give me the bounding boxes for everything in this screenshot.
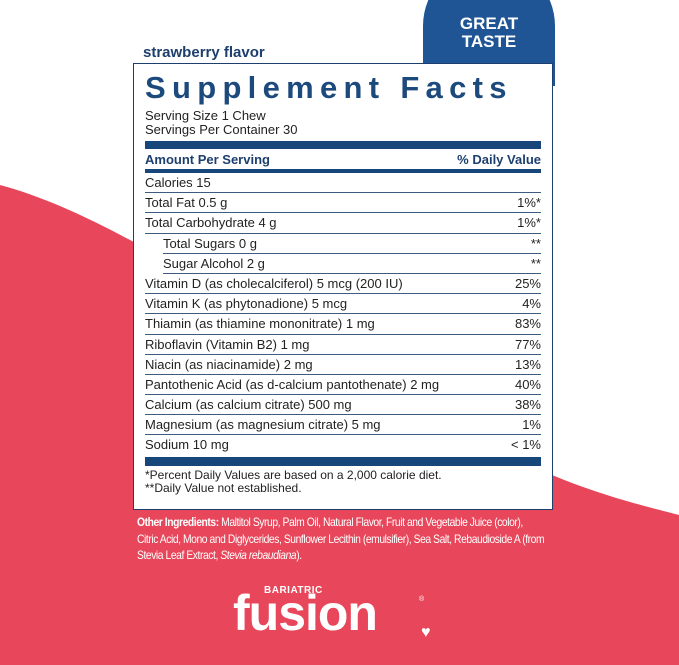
daily-value: 1%* — [517, 215, 541, 231]
nutrient-name: Calcium (as calcium citrate) 500 mg — [145, 397, 352, 413]
nutrient-name: Vitamin K (as phytonadione) 5 mcg — [145, 296, 348, 312]
nutrient-name: Total Sugars 0 g — [163, 235, 257, 251]
daily-value: 77% — [514, 336, 541, 352]
ingredients-italic: Stevia rebaudiana — [220, 548, 297, 562]
nutrient-name: Vitamin D (as cholecalciferol) 5 mcg (20… — [145, 275, 403, 291]
badge-line1: GREAT — [459, 14, 519, 33]
registered-mark: ® — [419, 596, 425, 603]
divider — [145, 141, 541, 149]
facts-row: Magnesium (as magnesium citrate) 5 mg 1% — [145, 415, 541, 436]
facts-row: Calcium (as calcium citrate) 500 mg 38% — [145, 395, 541, 416]
facts-row: Pantothenic Acid (as d-calcium pantothen… — [145, 375, 541, 396]
ingredients-end: ). — [296, 548, 302, 562]
ingredients-text: Maltitol Syrup, Palm Oil, Natural Flavor… — [137, 515, 545, 562]
facts-row: Sugar Alcohol 2 g ** — [163, 254, 541, 274]
nutrient-name: Total Carbohydrate 4 g — [145, 215, 277, 231]
facts-row: Niacin (as niacinamide) 2 mg 13% — [145, 355, 541, 375]
nutrient-name: Niacin (as niacinamide) 2 mg — [145, 356, 313, 372]
nutrient-name: Thiamin (as thiamine mononitrate) 1 mg — [145, 316, 375, 332]
heart-icon: ♥ — [421, 624, 431, 641]
nutrient-name: Calories 15 — [145, 175, 211, 190]
facts-row: Riboflavin (Vitamin B2) 1 mg 77% — [145, 335, 541, 355]
header-amount: Amount Per Serving — [145, 152, 270, 167]
logo-big-text: fusion — [233, 585, 378, 641]
daily-value: 83% — [514, 316, 541, 332]
serving-size: Serving Size 1 Chew — [145, 108, 266, 123]
daily-value: ** — [530, 255, 541, 271]
facts-rows: Calories 15 Total Fat 0.5 g 1%* Total Carbo… — [145, 173, 541, 456]
bariatric-fusion-logo: BARIATRIC fusion ® ♥ — [233, 584, 431, 641]
facts-row: Sodium 10 mg < 1% — [145, 435, 541, 455]
daily-value: < 1% — [511, 437, 541, 453]
nutrient-name: Sugar Alcohol 2 g — [163, 255, 265, 271]
daily-value: ** — [530, 235, 541, 251]
facts-row: Calories 15 — [145, 173, 541, 194]
facts-row: Vitamin K (as phytonadione) 5 mcg 4% — [145, 294, 541, 315]
facts-row: Thiamin (as thiamine mononitrate) 1 mg 83… — [145, 314, 541, 335]
daily-value: 25% — [514, 275, 541, 291]
facts-row: Vitamin D (as cholecalciferol) 5 mcg (20… — [145, 274, 541, 295]
daily-value: 1% — [522, 417, 541, 433]
footnote-2: **Daily Value not established. — [145, 480, 302, 495]
daily-value: 1%* — [517, 195, 541, 211]
facts-row: Total Carbohydrate 4 g 1%* — [145, 213, 541, 234]
divider — [145, 456, 541, 466]
ingredients-label: Other Ingredients: — [137, 515, 219, 529]
daily-value: 38% — [514, 397, 541, 413]
nutrient-name: Sodium 10 mg — [145, 437, 229, 453]
daily-value: 40% — [514, 376, 541, 392]
divider — [145, 169, 541, 173]
daily-value: 13% — [514, 356, 541, 372]
badge-line2: TASTE — [461, 32, 517, 51]
other-ingredients: Other Ingredients: Maltitol Syrup, Palm … — [137, 514, 546, 564]
daily-value: 4% — [522, 296, 541, 312]
supplement-facts-panel: Supplement Facts Serving Size 1 Chew Ser… — [133, 63, 553, 510]
nutrient-name: Magnesium (as magnesium citrate) 5 mg — [145, 417, 381, 433]
panel-title: Supplement Facts — [145, 70, 513, 105]
logo-small-text: BARIATRIC — [264, 585, 323, 596]
nutrient-name: Total Fat 0.5 g — [145, 195, 228, 211]
nutrient-name: Riboflavin (Vitamin B2) 1 mg — [145, 336, 310, 352]
facts-row: Total Fat 0.5 g 1%* — [145, 193, 541, 214]
table-header: Amount Per Serving % Daily Value — [145, 149, 541, 169]
nutrient-name: Pantothenic Acid (as d-calcium pantothen… — [145, 376, 440, 392]
servings-per-container: Servings Per Container 30 — [145, 122, 298, 137]
facts-row: Total Sugars 0 g ** — [163, 234, 541, 254]
header-daily-value: % Daily Value — [457, 152, 541, 167]
footnote-1: *Percent Daily Values are based on a 2,0… — [145, 467, 442, 482]
flavor-label: strawberry flavor — [143, 44, 265, 61]
